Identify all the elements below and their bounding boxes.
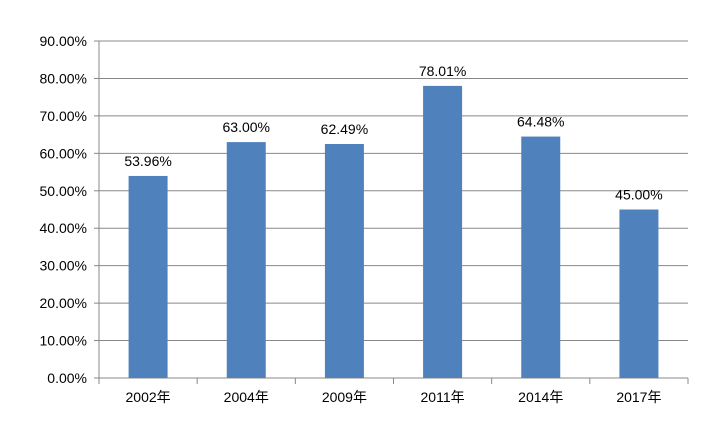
y-tick-label: 30.00% (40, 258, 87, 274)
bar (128, 175, 168, 378)
data-label: 64.48% (517, 114, 564, 130)
bar (423, 85, 463, 379)
y-tick-label: 20.00% (40, 295, 87, 311)
data-label: 53.96% (124, 153, 171, 169)
x-tick-label: 2009年 (322, 389, 367, 405)
x-tick-label: 2004年 (224, 389, 269, 405)
y-tick-label: 70.00% (40, 108, 87, 124)
y-tick-label: 0.00% (47, 370, 87, 386)
y-tick-label: 90.00% (40, 33, 87, 49)
data-label: 62.49% (321, 121, 368, 137)
data-label: 63.00% (223, 119, 270, 135)
y-tick-label: 10.00% (40, 333, 87, 349)
bar (521, 136, 561, 378)
bar (226, 142, 266, 378)
data-label: 78.01% (419, 63, 466, 79)
bar (324, 144, 364, 378)
y-tick-label: 40.00% (40, 220, 87, 236)
y-tick-label: 50.00% (40, 183, 87, 199)
x-tick-label: 2011年 (421, 389, 465, 405)
y-tick-label: 60.00% (40, 145, 87, 161)
x-tick-label: 2002年 (126, 389, 171, 405)
data-label: 45.00% (615, 187, 662, 203)
x-tick-label: 2014年 (518, 389, 563, 405)
y-tick-label: 80.00% (40, 70, 87, 86)
bar (619, 209, 659, 378)
x-tick-label: 2017年 (616, 389, 661, 405)
